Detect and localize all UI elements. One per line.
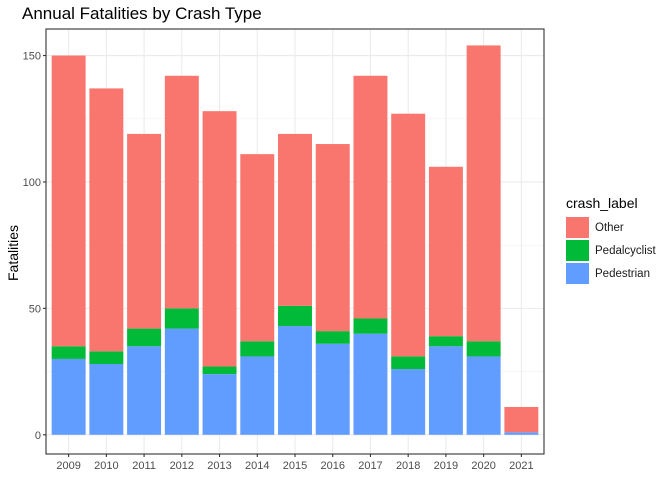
x-tick-label: 2016	[320, 460, 344, 472]
x-tick-label: 2018	[396, 460, 420, 472]
bar-pedestrian-2020	[466, 356, 501, 435]
bar-other-2011	[127, 133, 162, 329]
x-tick-label: 2010	[94, 460, 118, 472]
legend-key	[566, 240, 589, 261]
bar-other-2017	[353, 75, 388, 319]
bar-pedalcyclist-2014	[240, 341, 275, 357]
bar-other-2021	[504, 406, 539, 433]
bar-pedestrian-2011	[127, 346, 162, 435]
bar-pedalcyclist-2019	[428, 336, 463, 347]
legend-label: Pedestrian	[595, 267, 650, 280]
x-tick-label: 2009	[56, 460, 80, 472]
bar-pedestrian-2018	[391, 369, 426, 435]
bar-pedalcyclist-2018	[391, 356, 426, 370]
bar-pedestrian-2019	[428, 346, 463, 435]
legend-key	[566, 217, 589, 238]
x-tick-label: 2021	[509, 460, 533, 472]
bar-pedestrian-2021	[504, 432, 539, 435]
x-tick-label: 2012	[170, 460, 194, 472]
bar-other-2019	[428, 166, 463, 337]
bar-pedestrian-2014	[240, 356, 275, 435]
bar-pedestrian-2009	[51, 358, 86, 435]
bar-pedalcyclist-2020	[466, 341, 501, 357]
x-tick-label: 2013	[207, 460, 231, 472]
x-tick-label: 2015	[283, 460, 307, 472]
bar-pedestrian-2017	[353, 333, 388, 435]
bar-pedalcyclist-2015	[278, 305, 312, 327]
legend-item: Pedestrian	[566, 262, 656, 285]
bar-other-2009	[51, 55, 86, 347]
legend-item: Other	[566, 216, 656, 239]
bar-other-2015	[278, 133, 312, 306]
bar-other-2020	[466, 45, 501, 342]
legend-label: Other	[595, 221, 624, 234]
bar-pedestrian-2016	[315, 343, 350, 435]
bar-pedestrian-2010	[89, 363, 124, 435]
x-tick-label: 2011	[132, 460, 156, 472]
legend: crash_label Other Pedalcyclist Pedestrian	[566, 195, 656, 285]
bar-pedestrian-2015	[278, 326, 312, 435]
bar-other-2012	[164, 75, 199, 309]
bar-pedalcyclist-2013	[202, 366, 237, 375]
bar-pedalcyclist-2017	[353, 318, 388, 334]
bar-pedalcyclist-2012	[164, 308, 199, 329]
y-tick-label: 0	[35, 430, 41, 442]
bar-pedestrian-2012	[164, 328, 199, 435]
y-tick-label: 100	[23, 177, 41, 189]
bar-other-2018	[391, 113, 426, 357]
bar-other-2014	[240, 154, 275, 342]
legend-item: Pedalcyclist	[566, 239, 656, 262]
y-tick-label: 150	[23, 51, 41, 63]
legend-title: crash_label	[566, 195, 638, 211]
bar-other-2010	[89, 88, 124, 352]
bar-other-2016	[315, 144, 350, 332]
bar-pedestrian-2013	[202, 374, 237, 435]
x-tick-label: 2017	[358, 460, 382, 472]
bar-pedalcyclist-2011	[127, 328, 162, 347]
bar-pedalcyclist-2009	[51, 346, 86, 359]
legend-label: Pedalcyclist	[595, 244, 656, 257]
y-tick-label: 50	[29, 303, 41, 315]
x-tick-label: 2019	[434, 460, 458, 472]
x-tick-label: 2020	[471, 460, 495, 472]
bar-other-2013	[202, 111, 237, 367]
x-tick-label: 2014	[245, 460, 269, 472]
chart-title: Annual Fatalities by Crash Type	[22, 4, 262, 23]
bar-pedalcyclist-2016	[315, 331, 350, 344]
legend-key	[566, 263, 589, 284]
bar-pedalcyclist-2010	[89, 351, 124, 364]
